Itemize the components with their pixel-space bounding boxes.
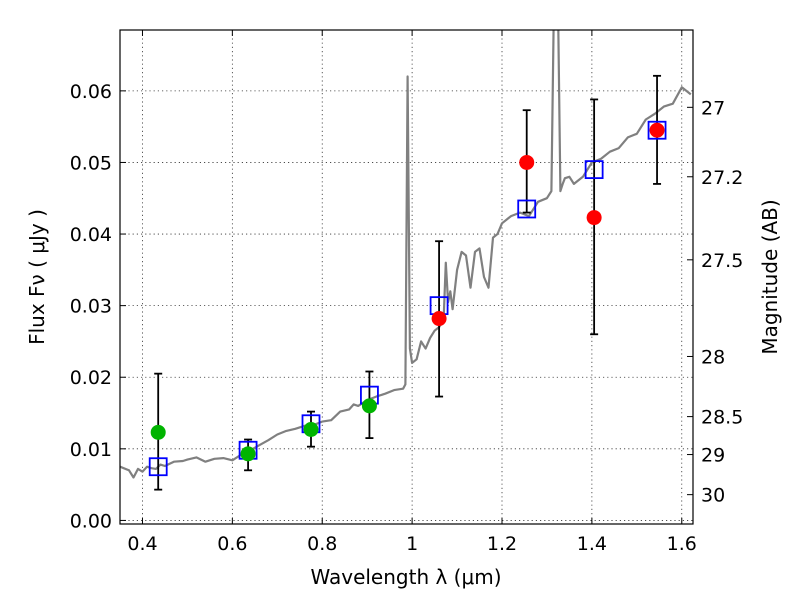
x-tick-label: 0.4 bbox=[127, 533, 157, 555]
model-square-point bbox=[647, 120, 667, 140]
y-tick-label: 0.03 bbox=[70, 296, 112, 318]
y-tick-label: 0.02 bbox=[70, 367, 112, 389]
right-tick-labels: 27 27.2 27.5 28 28.5 29 30 bbox=[701, 97, 743, 506]
right-tick-label: 27.5 bbox=[701, 250, 743, 272]
red-data-point bbox=[519, 154, 535, 170]
y-tick-labels: 0.00 0.01 0.02 0.03 0.04 0.05 0.06 bbox=[70, 81, 112, 533]
y-tick-label: 0.06 bbox=[70, 81, 112, 103]
x-tick-label: 0.8 bbox=[307, 533, 337, 555]
right-tick-label: 27 bbox=[701, 97, 725, 119]
x-axis-title: Wavelength λ (μm) bbox=[310, 565, 501, 589]
x-tick-label: 0.6 bbox=[217, 533, 247, 555]
spectrum-layer bbox=[120, 30, 692, 479]
green-data-point bbox=[240, 446, 256, 462]
x-tick-label: 1.4 bbox=[577, 533, 607, 555]
green-data-point bbox=[361, 398, 377, 414]
y-tick-label: 0.05 bbox=[70, 152, 112, 174]
green-data-point bbox=[303, 421, 319, 437]
right-tick-label: 28 bbox=[701, 346, 725, 368]
observed-point-layer bbox=[150, 122, 665, 462]
y-tick-label: 0.01 bbox=[70, 439, 112, 461]
right-tick-label: 29 bbox=[701, 445, 725, 467]
x-tick-label: 1.6 bbox=[667, 533, 697, 555]
tick-marks bbox=[120, 30, 693, 524]
red-data-point bbox=[431, 311, 447, 327]
red-data-point bbox=[586, 210, 602, 226]
y-tick-label: 0.04 bbox=[70, 224, 112, 246]
x-tick-label: 1.2 bbox=[487, 533, 517, 555]
model-square-point bbox=[517, 199, 537, 219]
right-tick-label: 27.2 bbox=[701, 167, 743, 189]
x-tick-labels: 0.4 0.6 0.8 1 1.2 1.4 1.6 bbox=[127, 533, 697, 555]
model-square-point bbox=[584, 160, 604, 180]
x-tick-label: 1 bbox=[406, 533, 418, 555]
spectrum-line bbox=[120, 30, 692, 479]
right-tick-label: 30 bbox=[701, 485, 725, 507]
green-data-point bbox=[150, 424, 166, 440]
right-tick-label: 28.5 bbox=[701, 407, 743, 429]
y-tick-label: 0.00 bbox=[70, 510, 112, 532]
right-axis-title: Magnitude (AB) bbox=[758, 199, 782, 354]
red-data-point bbox=[649, 122, 665, 138]
model-square-point bbox=[148, 457, 168, 477]
y-axis-title: Flux Fν ( μJy ) bbox=[25, 209, 49, 345]
plot-frame bbox=[119, 29, 694, 525]
